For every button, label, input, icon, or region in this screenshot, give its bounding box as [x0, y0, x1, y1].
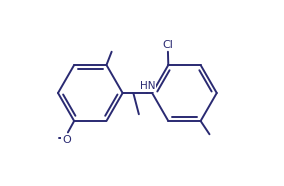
Text: Cl: Cl	[162, 40, 173, 50]
Text: HN: HN	[140, 81, 155, 91]
Text: O: O	[62, 135, 71, 145]
